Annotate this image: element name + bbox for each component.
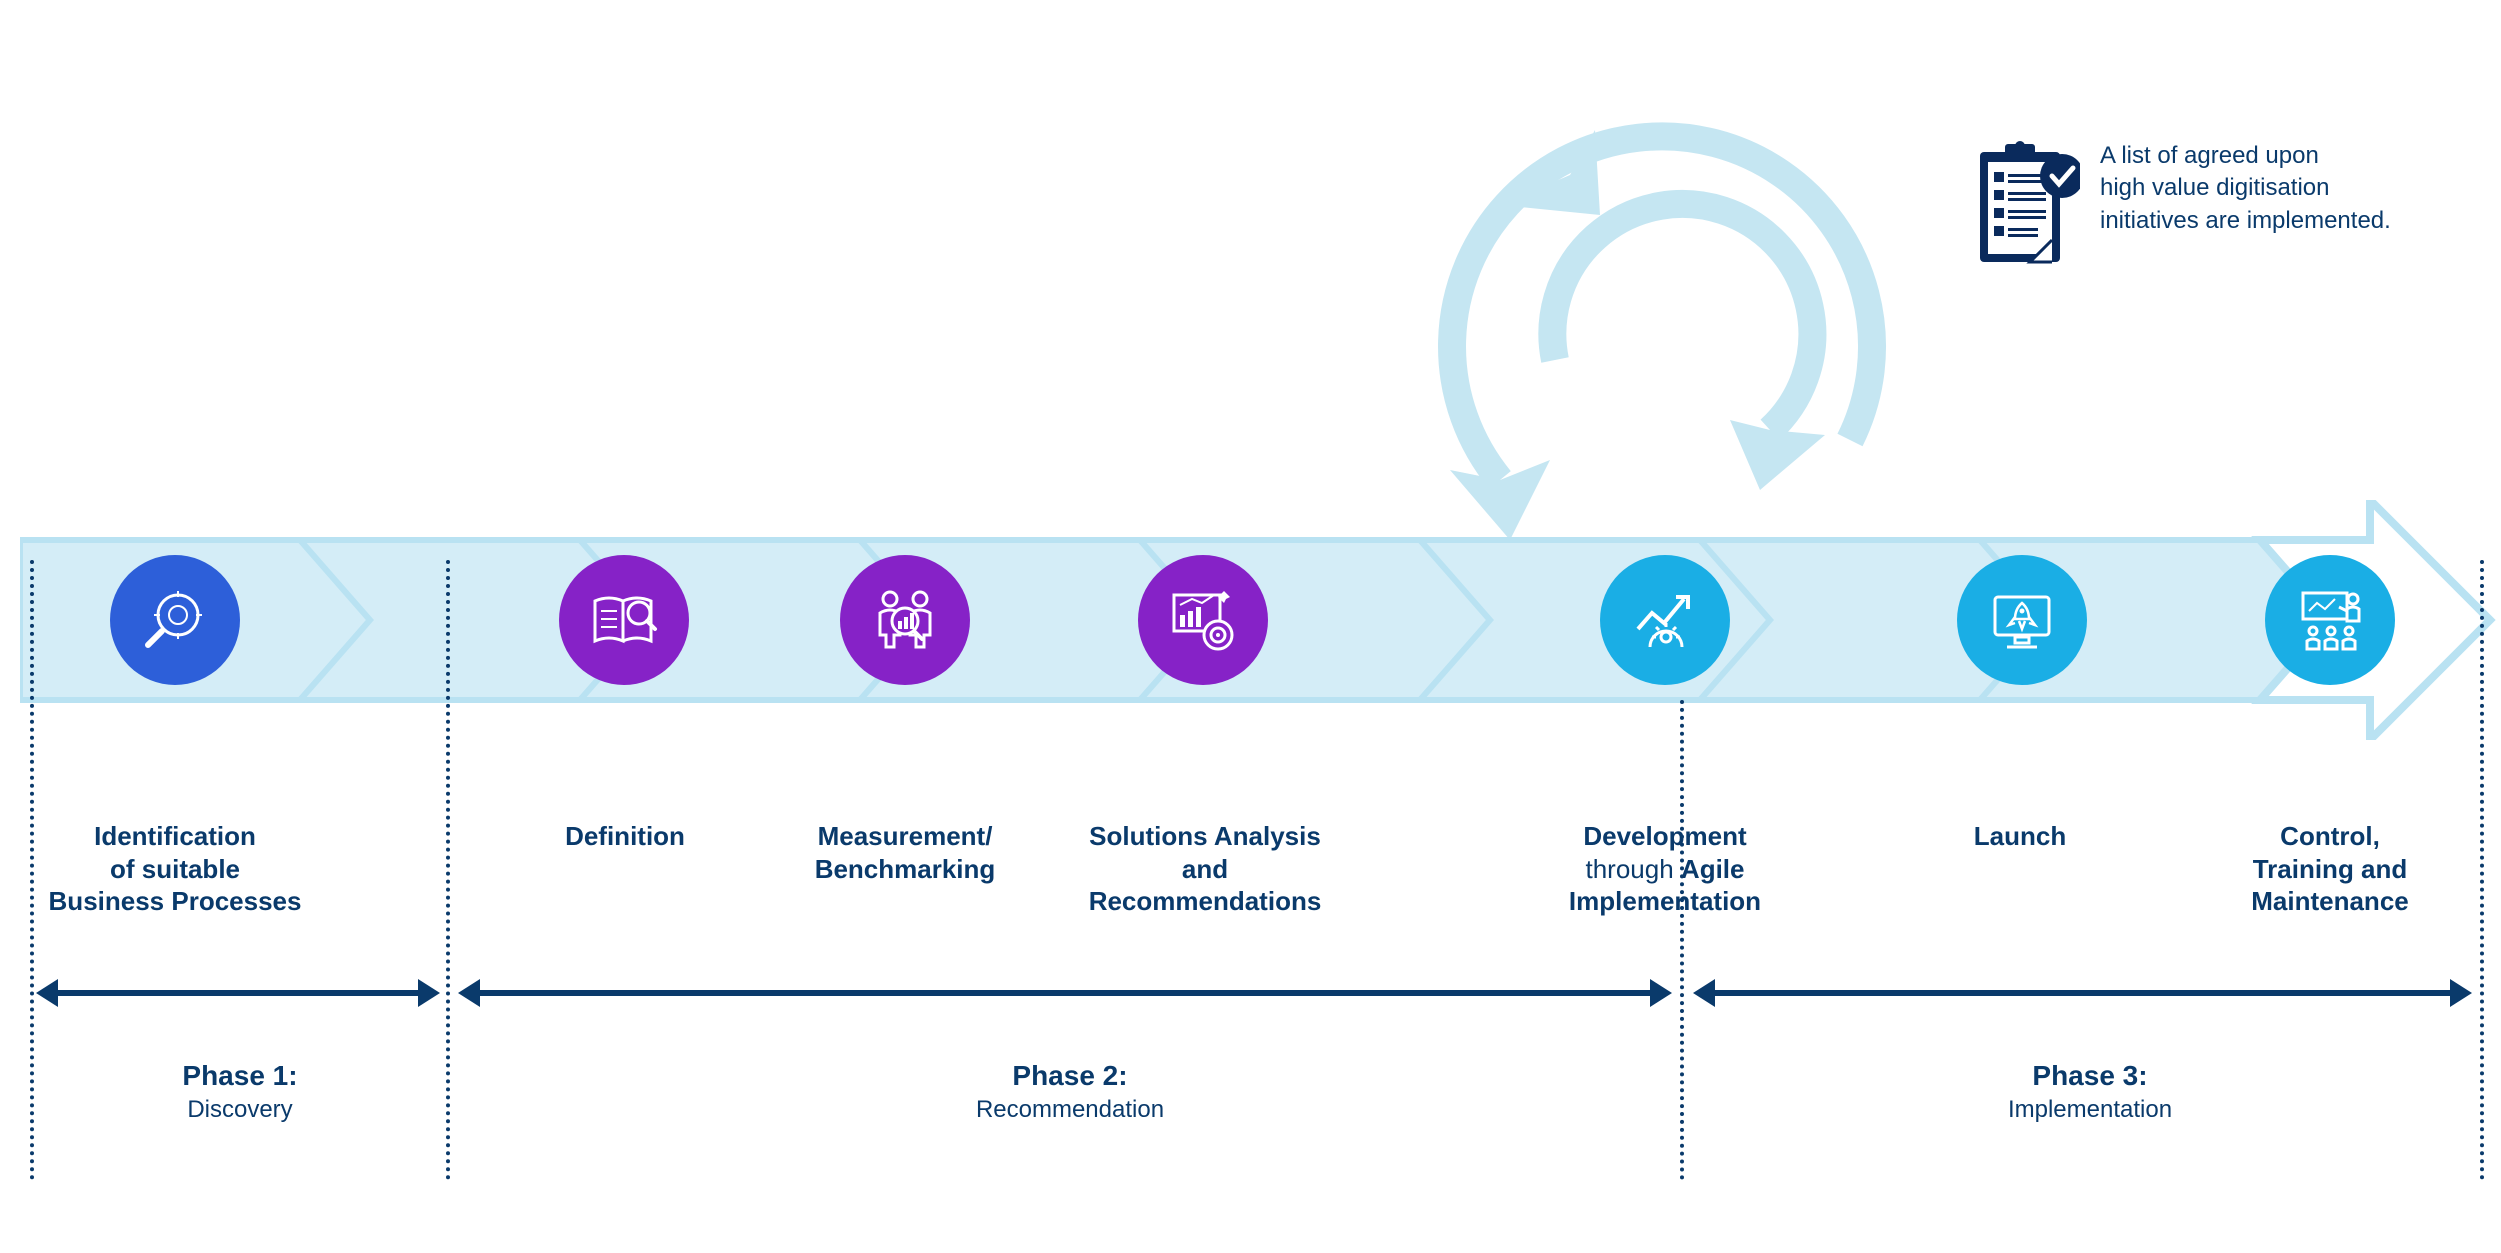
phase-3-label: Phase 3: Implementation <box>1940 1060 2240 1124</box>
rocket-screen-icon <box>1987 585 2057 655</box>
phase-1-label: Phase 1: Discovery <box>100 1060 380 1124</box>
step-1-label: Identificationof suitableBusiness Proces… <box>40 820 310 918</box>
magnify-bulb-icon <box>140 585 210 655</box>
clipboard-check-icon <box>1970 140 2080 270</box>
step-6-label: Launch <box>1940 820 2100 853</box>
book-search-icon <box>589 585 659 655</box>
gear-growth-icon <box>1630 585 1700 655</box>
dashboard-target-icon <box>1168 585 1238 655</box>
step-4-label: Solutions AnalysisandRecommendations <box>1060 820 1350 918</box>
phase-2-label: Phase 2: Recommendation <box>920 1060 1220 1124</box>
callout: A list of agreed uponhigh value digitisa… <box>1970 140 2391 270</box>
divider-1 <box>30 560 34 1180</box>
step-5-circle <box>1600 555 1730 685</box>
divider-2 <box>446 560 450 1180</box>
training-board-icon <box>2295 585 2365 655</box>
step-3-circle <box>840 555 970 685</box>
divider-3 <box>1680 700 1684 1180</box>
callout-text: A list of agreed uponhigh value digitisa… <box>2100 140 2391 237</box>
phase-2-arrow <box>480 990 1650 996</box>
step-2-circle <box>559 555 689 685</box>
step-7-label: Control,Training andMaintenance <box>2220 820 2440 918</box>
divider-4 <box>2480 560 2484 1180</box>
step-6-circle <box>1957 555 2087 685</box>
step-3-label: Measurement/Benchmarking <box>790 820 1020 885</box>
step-1-circle <box>110 555 240 685</box>
step-7-circle <box>2265 555 2395 685</box>
phase-1-arrow <box>58 990 418 996</box>
step-4-circle <box>1138 555 1268 685</box>
cycle-arrows-icon <box>1380 60 1940 620</box>
step-5-label: Developmentthrough AgileImplementation <box>1540 820 1790 918</box>
step-2-label: Definition <box>520 820 730 853</box>
people-chart-icon <box>870 585 940 655</box>
phase-3-arrow <box>1715 990 2450 996</box>
